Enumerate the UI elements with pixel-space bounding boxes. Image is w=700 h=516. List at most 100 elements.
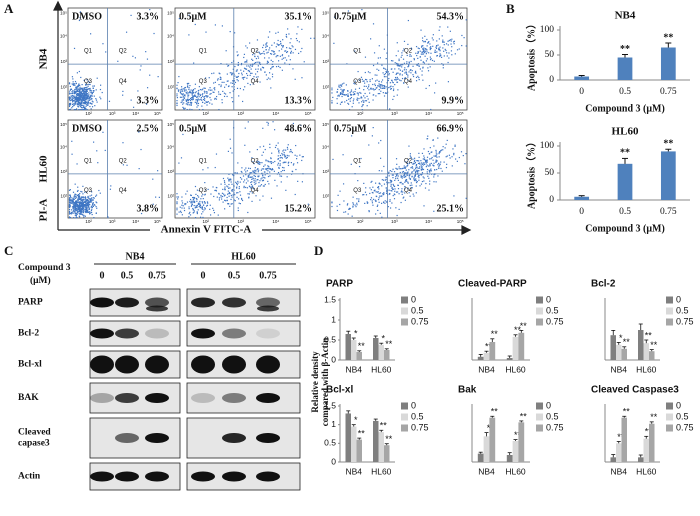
event-dot [86, 103, 88, 106]
event-dot [340, 88, 342, 90]
event-dot [68, 210, 71, 213]
event-dot [272, 60, 274, 63]
event-dot [100, 98, 102, 100]
event-dot [193, 200, 195, 202]
event-dot [91, 106, 94, 108]
event-dot [82, 96, 84, 98]
event-dot [405, 72, 408, 74]
event-dot [77, 86, 79, 88]
event-dot [80, 95, 82, 97]
event-dot [244, 76, 246, 78]
event-dot [366, 87, 369, 89]
event-dot [343, 94, 345, 96]
event-dot [300, 51, 302, 53]
event-dot [256, 71, 259, 73]
event-dot [284, 154, 286, 156]
event-dot [78, 90, 80, 93]
tick-label: 10⁴ [322, 34, 329, 39]
event-dot [238, 186, 240, 188]
event-dot [414, 159, 416, 161]
event-dot [82, 108, 84, 111]
event-dot [224, 208, 226, 210]
event-dot [269, 171, 271, 173]
event-dot [245, 186, 247, 189]
event-dot [410, 72, 412, 74]
event-dot [243, 186, 245, 189]
event-dot [414, 70, 417, 72]
event-dot [187, 96, 189, 98]
event-dot [206, 204, 209, 206]
event-dot [370, 189, 372, 191]
event-dot [400, 168, 402, 170]
event-dot [110, 185, 112, 187]
event-dot [74, 203, 76, 205]
event-dot [84, 98, 86, 100]
event-dot [397, 177, 399, 179]
event-dot [76, 210, 79, 212]
event-dot [73, 95, 75, 97]
event-dot [185, 89, 187, 91]
blot-band [256, 433, 280, 443]
event-dot [447, 26, 449, 28]
legend-label: 0.5 [411, 305, 424, 315]
event-dot [202, 211, 204, 213]
event-dot [90, 89, 92, 91]
event-dot [394, 83, 396, 86]
event-dot [207, 188, 209, 191]
event-dot [403, 172, 405, 174]
event-dot [415, 76, 418, 79]
event-dot [180, 157, 183, 159]
event-dot [412, 167, 414, 169]
event-dot [383, 95, 386, 97]
event-dot [68, 102, 71, 105]
event-dot [279, 163, 281, 165]
event-dot [381, 216, 383, 218]
event-dot [256, 169, 258, 171]
event-dot [381, 87, 383, 89]
y-tick-label: 100 [540, 141, 555, 151]
event-dot [255, 172, 257, 174]
event-dot [264, 148, 266, 151]
event-dot [252, 64, 254, 66]
event-dot [383, 193, 385, 195]
event-dot [87, 199, 89, 202]
legend-swatch [401, 402, 408, 410]
event-dot [415, 178, 417, 180]
event-dot [364, 92, 366, 95]
event-dot [390, 87, 392, 90]
event-dot [237, 75, 239, 78]
event-dot [435, 160, 437, 162]
event-dot [77, 194, 80, 196]
event-dot [341, 95, 343, 98]
event-dot [205, 77, 207, 79]
event-dot [355, 206, 357, 208]
event-dot [217, 78, 219, 80]
event-dot [403, 165, 405, 167]
event-dot [181, 101, 183, 103]
event-dot [79, 94, 81, 97]
event-dot [401, 171, 404, 173]
event-dot [181, 196, 183, 198]
event-dot [88, 207, 90, 209]
event-dot [70, 104, 72, 106]
event-dot [80, 211, 82, 213]
event-dot [189, 97, 192, 100]
event-dot [196, 198, 198, 201]
event-dot [269, 78, 271, 80]
event-dot [81, 196, 83, 198]
bar [621, 348, 627, 360]
event-dot [186, 201, 189, 203]
event-dot [261, 66, 264, 68]
legend-swatch [401, 424, 408, 432]
event-dot [391, 180, 393, 182]
event-dot [404, 181, 406, 183]
event-dot [423, 148, 425, 150]
event-dot [279, 154, 282, 157]
event-dot [255, 57, 258, 60]
event-dot [347, 95, 349, 97]
event-dot [417, 47, 419, 49]
event-dot [258, 52, 261, 54]
tick-label: 10⁴ [272, 219, 279, 224]
event-dot [409, 55, 411, 57]
percent-label: 9.9% [442, 95, 465, 106]
